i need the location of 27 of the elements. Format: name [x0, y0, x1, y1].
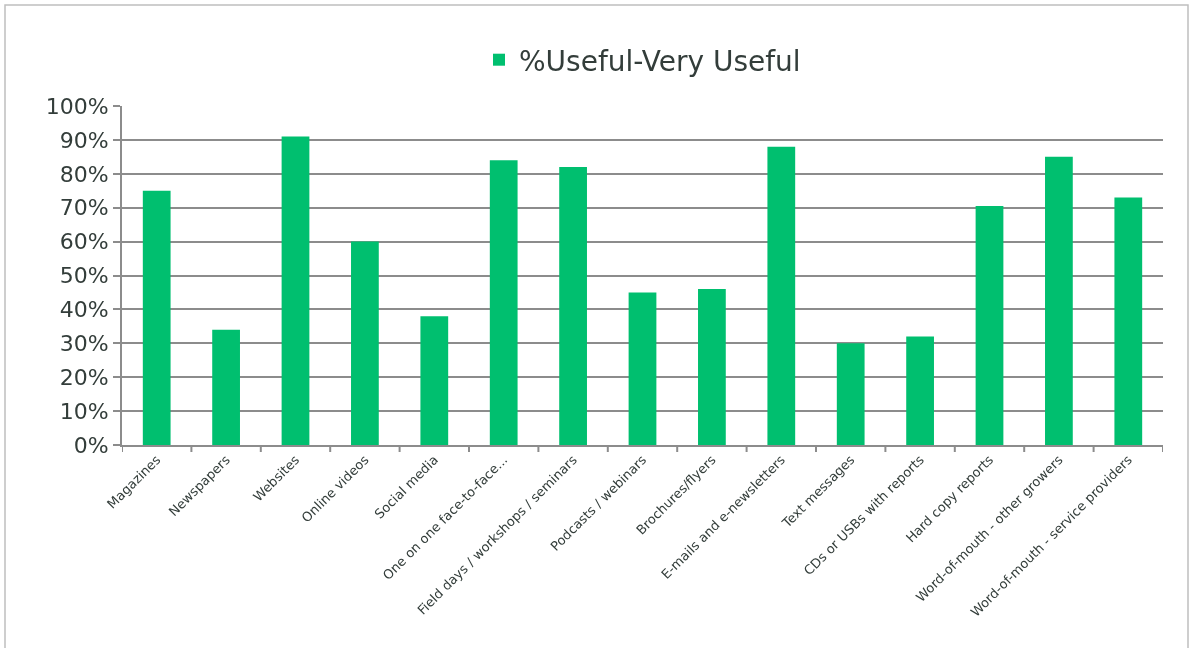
- y-tick-label: 90%: [59, 127, 109, 153]
- y-tick-label: 20%: [59, 364, 109, 390]
- bar: [351, 241, 379, 445]
- y-tick-label: 60%: [59, 229, 109, 255]
- bar: [559, 167, 587, 445]
- bar: [975, 206, 1004, 445]
- legend-label: %Useful-Very Useful: [519, 44, 801, 78]
- y-tick-label: 30%: [59, 331, 109, 356]
- bar: [142, 190, 171, 445]
- bar: [489, 160, 518, 445]
- bar: [281, 136, 310, 445]
- bar: [1114, 197, 1143, 445]
- y-tick-label: 100%: [45, 93, 109, 119]
- bar: [698, 289, 726, 445]
- y-tick-label: 10%: [59, 398, 109, 424]
- y-tick-label: 70%: [59, 195, 109, 221]
- bar: [767, 146, 796, 445]
- bar: [906, 336, 934, 445]
- y-tick-label: 0%: [73, 432, 109, 458]
- y-tick-label: 50%: [59, 263, 109, 289]
- bar: [420, 316, 449, 445]
- y-tick-label: 80%: [59, 161, 109, 187]
- bar: [1045, 156, 1073, 445]
- y-tick-label: 40%: [59, 297, 109, 323]
- bar: [212, 329, 240, 445]
- bar: [628, 292, 657, 445]
- bar: [836, 343, 865, 445]
